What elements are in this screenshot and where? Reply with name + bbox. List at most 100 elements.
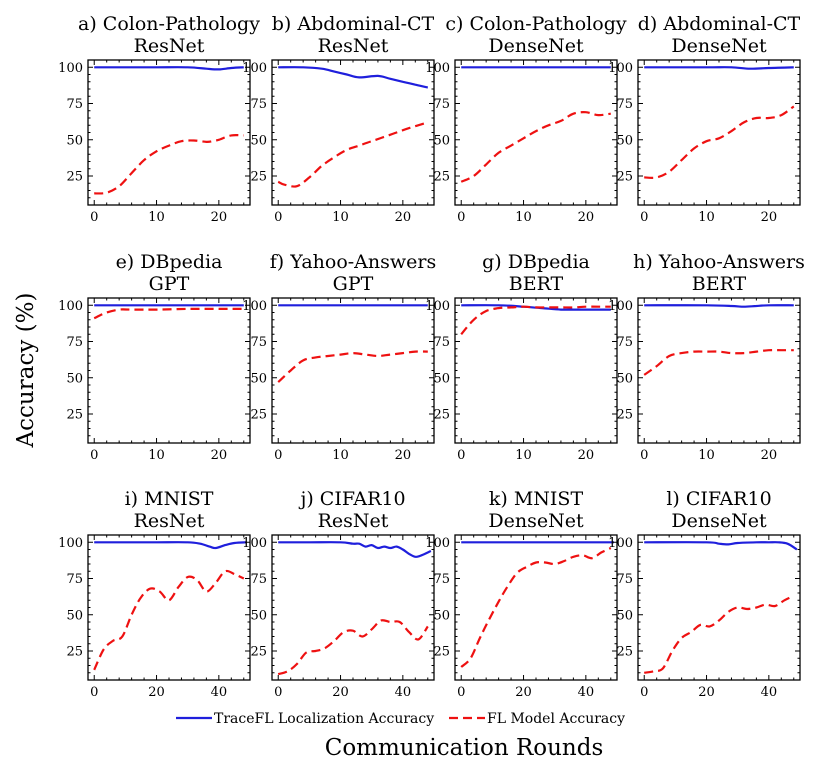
- y-tick-label: 25: [616, 645, 633, 660]
- x-tick-label: 0: [457, 210, 465, 225]
- plot-frame: [454, 534, 618, 681]
- series-line-fl-model: [460, 305, 611, 336]
- plot-frame: [271, 59, 435, 206]
- y-tick-label: 100: [58, 299, 83, 314]
- x-tick-label: 40: [395, 685, 412, 700]
- y-tick-label: 75: [433, 97, 450, 112]
- y-tick-label: 100: [608, 299, 633, 314]
- y-tick-label: 50: [250, 371, 267, 386]
- series-line-fl-model: [460, 111, 611, 183]
- series-line-tracefl: [278, 66, 429, 89]
- subplot-title: k) MNIST: [489, 488, 584, 510]
- x-tick-label: 0: [640, 448, 648, 463]
- y-tick-label: 25: [616, 408, 633, 423]
- y-tick-label: 75: [433, 572, 450, 587]
- x-tick-label: 0: [640, 210, 648, 225]
- legend: TraceFL Localization Accuracy FL Model A…: [176, 711, 625, 727]
- series-line-tracefl: [644, 66, 794, 70]
- y-tick-label: 100: [608, 536, 633, 551]
- y-tick-label: 100: [58, 61, 83, 76]
- plot-frame: [637, 297, 801, 444]
- plot-frame: [454, 59, 618, 206]
- subplot-title: l) CIFAR10: [666, 488, 771, 510]
- series-line-tracefl: [461, 304, 611, 311]
- series-line-tracefl: [278, 541, 432, 558]
- x-tick-label: 20: [578, 210, 595, 225]
- x-tick-label: 10: [148, 210, 165, 225]
- subplot-subtitle: BERT: [692, 273, 747, 295]
- x-tick-label: 20: [515, 685, 532, 700]
- plot-frame: [87, 534, 251, 681]
- series-line-tracefl: [94, 66, 244, 71]
- y-tick-label: 75: [616, 572, 633, 587]
- y-tick-label: 50: [66, 371, 83, 386]
- x-tick-label: 20: [578, 448, 595, 463]
- y-tick-label: 50: [433, 133, 450, 148]
- y-tick-label: 100: [425, 299, 450, 314]
- y-tick-label: 100: [425, 536, 450, 551]
- subplot-subtitle: ResNet: [318, 35, 389, 57]
- x-tick-label: 20: [698, 685, 715, 700]
- y-tick-label: 100: [242, 299, 267, 314]
- x-tick-label: 10: [698, 448, 715, 463]
- subplot-title: f) Yahoo-Answers: [270, 251, 436, 273]
- x-tick-label: 10: [332, 210, 349, 225]
- x-tick-label: 20: [211, 448, 228, 463]
- y-tick-label: 25: [433, 408, 450, 423]
- y-tick-label: 100: [242, 61, 267, 76]
- x-tick-label: 20: [395, 448, 412, 463]
- y-tick-label: 25: [433, 645, 450, 660]
- subplot-subtitle: ResNet: [134, 510, 205, 532]
- subplot-title: e) DBpedia: [116, 251, 223, 273]
- series-line-fl-model: [643, 349, 794, 376]
- y-tick-label: 25: [616, 170, 633, 185]
- legend-label-tracefl: TraceFL Localization Accuracy: [214, 711, 434, 727]
- x-tick-label: 0: [90, 448, 98, 463]
- y-tick-label: 75: [616, 97, 633, 112]
- y-tick-label: 50: [250, 133, 267, 148]
- y-tick-label: 50: [616, 371, 633, 386]
- subplot-subtitle: GPT: [149, 273, 190, 295]
- x-tick-label: 40: [761, 685, 778, 700]
- y-tick-label: 100: [425, 61, 450, 76]
- y-tick-label: 100: [608, 61, 633, 76]
- x-tick-label: 10: [515, 448, 532, 463]
- subplot-subtitle: GPT: [333, 273, 374, 295]
- subplot-title: g) DBpedia: [482, 251, 590, 273]
- y-tick-label: 50: [66, 608, 83, 623]
- subplot-title: h) Yahoo-Answers: [633, 251, 805, 273]
- y-tick-label: 75: [616, 335, 633, 350]
- x-axis-label: Communication Rounds: [325, 735, 604, 761]
- x-tick-label: 20: [211, 210, 228, 225]
- series-line-fl-model: [644, 105, 795, 179]
- y-tick-label: 25: [66, 170, 83, 185]
- y-tick-label: 50: [616, 133, 633, 148]
- series-line-fl-model: [93, 569, 245, 671]
- y-tick-label: 75: [250, 335, 267, 350]
- x-tick-label: 10: [698, 210, 715, 225]
- x-tick-label: 10: [515, 210, 532, 225]
- y-tick-label: 25: [250, 645, 267, 660]
- series-line-fl-model: [460, 547, 612, 668]
- series-line-fl-model: [93, 307, 244, 320]
- x-tick-label: 10: [332, 448, 349, 463]
- subplot-subtitle: DenseNet: [488, 510, 584, 532]
- x-tick-label: 0: [457, 448, 465, 463]
- series-line-fl-model: [277, 121, 429, 188]
- x-tick-label: 20: [761, 448, 778, 463]
- series-line-fl-model: [277, 350, 428, 383]
- y-tick-label: 75: [66, 97, 83, 112]
- y-tick-label: 50: [616, 608, 633, 623]
- y-tick-label: 25: [66, 408, 83, 423]
